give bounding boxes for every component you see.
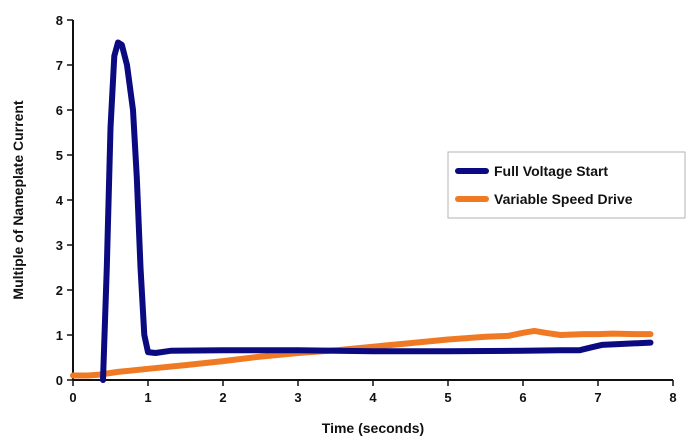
y-tick-label: 5 (56, 148, 63, 163)
x-axis-title: Time (seconds) (322, 420, 424, 436)
x-tick-label: 0 (69, 390, 76, 405)
y-tick-label: 4 (56, 193, 64, 208)
x-tick-label: 3 (294, 390, 301, 405)
x-tick-label: 5 (444, 390, 451, 405)
legend-label-full-voltage-start: Full Voltage Start (494, 163, 608, 179)
x-tick-label: 2 (219, 390, 226, 405)
y-tick-group: 0 1 2 3 4 5 6 7 8 (56, 13, 73, 388)
y-tick-label: 2 (56, 283, 63, 298)
x-tick-group: 0 1 2 3 4 5 6 7 8 (69, 380, 677, 405)
y-axis: 0 1 2 3 4 5 6 7 8 (56, 13, 74, 388)
x-tick-label: 1 (144, 390, 151, 405)
y-axis-title: Multiple of Nameplate Current (10, 100, 26, 299)
y-tick-label: 1 (56, 328, 63, 343)
series-line-full-voltage-start (100, 39, 654, 383)
x-axis: 0 1 2 3 4 5 6 7 8 (69, 379, 677, 405)
y-tick-label: 3 (56, 238, 63, 253)
y-tick-label: 0 (56, 373, 63, 388)
x-tick-label: 6 (519, 390, 526, 405)
series-layer (70, 39, 654, 383)
x-tick-label: 7 (594, 390, 601, 405)
y-tick-label: 8 (56, 13, 63, 28)
legend-box (447, 151, 686, 219)
x-tick-label: 4 (369, 390, 377, 405)
series-line-variable-speed-drive (70, 327, 654, 379)
legend: Full Voltage Start Variable Speed Drive (447, 151, 686, 219)
x-tick-label: 8 (669, 390, 676, 405)
y-tick-label: 6 (56, 103, 63, 118)
y-tick-label: 7 (56, 58, 63, 73)
legend-label-variable-speed-drive: Variable Speed Drive (494, 191, 633, 207)
